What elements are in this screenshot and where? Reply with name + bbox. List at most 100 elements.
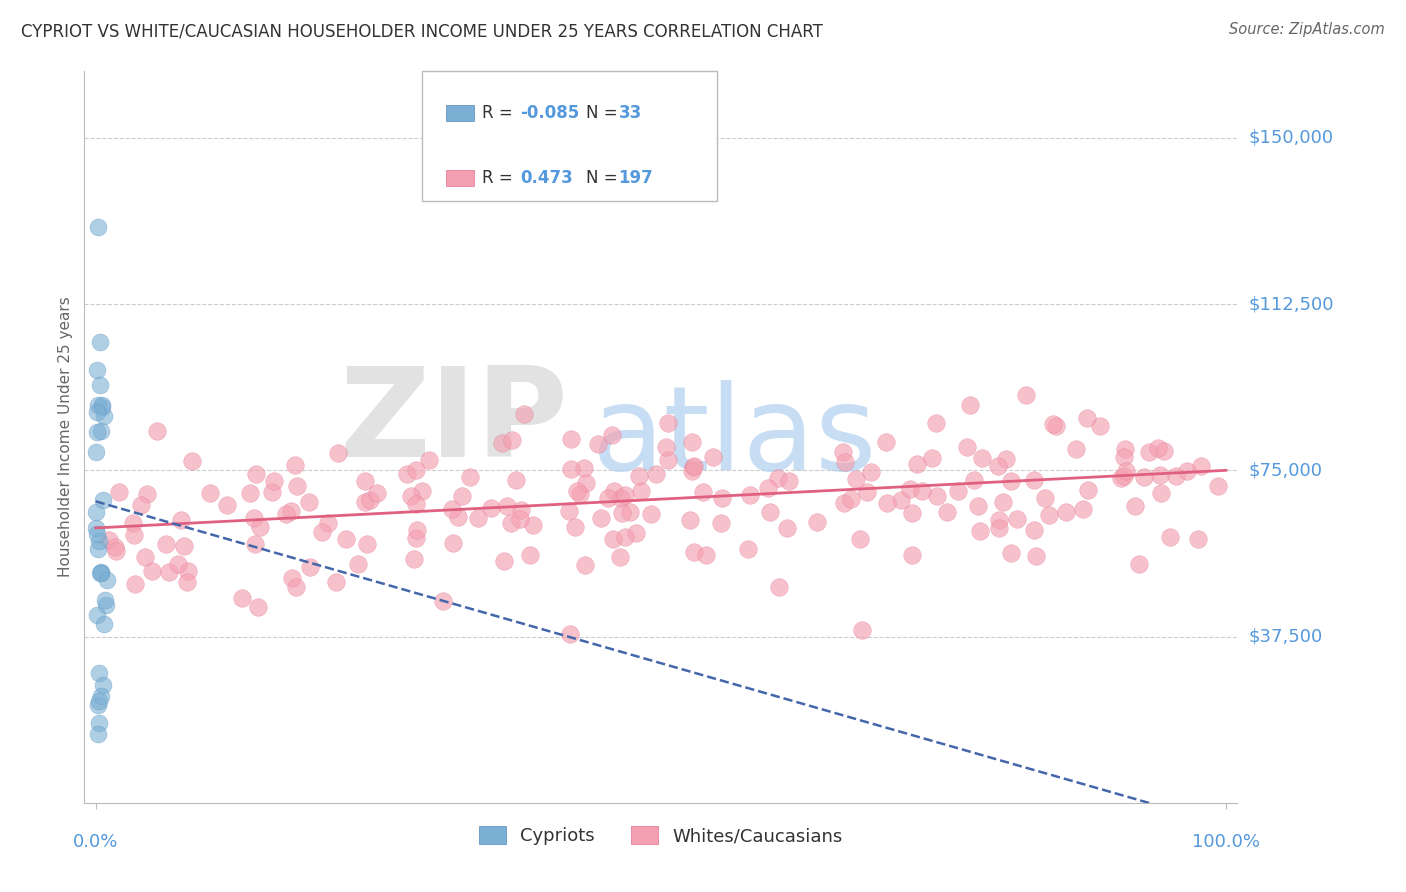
Legend: Cypriots, Whites/Caucasians: Cypriots, Whites/Caucasians [471,819,851,852]
Point [96,574,118,588]
Point [418,452,440,467]
Point [93,409,115,423]
Point [956,440,979,454]
Point [692,484,714,499]
Point [845,472,868,486]
Point [560,627,582,641]
Point [87,727,110,741]
Point [831,445,853,459]
Point [447,509,470,524]
Point [87,219,110,234]
Point [1128,558,1150,572]
Point [91,493,114,508]
Point [925,416,948,430]
Point [972,451,994,466]
Point [492,554,515,568]
Point [87,542,110,557]
Point [702,450,724,465]
Point [963,473,986,487]
Point [901,548,924,562]
Point [86,405,108,419]
Point [316,516,339,530]
Point [876,495,898,509]
Point [614,487,637,501]
Point [630,483,652,498]
Point [94,593,117,607]
Point [1064,442,1087,457]
Point [655,441,678,455]
Point [87,698,110,713]
Point [1187,532,1209,546]
Point [927,489,949,503]
Point [1073,502,1095,516]
Point [657,452,679,467]
Text: CYPRIOT VS WHITE/CAUCASIAN HOUSEHOLDER INCOME UNDER 25 YEARS CORRELATION CHART: CYPRIOT VS WHITE/CAUCASIAN HOUSEHOLDER I… [21,22,823,40]
Text: Source: ZipAtlas.com: Source: ZipAtlas.com [1229,22,1385,37]
Text: 0.0%: 0.0% [73,833,118,851]
Point [90,565,112,579]
Point [1206,479,1229,493]
Point [242,511,264,525]
Point [97,533,120,548]
Point [589,510,612,524]
Point [776,521,799,535]
Point [624,526,647,541]
Point [129,499,152,513]
Point [1123,499,1146,513]
Point [1153,444,1175,458]
Point [737,541,759,556]
Point [104,540,127,554]
Text: N =: N = [586,169,623,187]
Point [359,492,381,507]
Point [1088,419,1111,434]
Point [628,469,651,483]
Point [134,549,156,564]
Point [157,565,180,579]
Text: 197: 197 [619,169,654,187]
Point [987,513,1010,527]
Point [86,398,108,412]
Point [335,532,357,546]
Point [935,505,957,519]
Point [602,483,624,498]
Point [1166,469,1188,483]
Point [683,459,706,474]
Point [645,467,668,481]
Point [851,623,873,637]
Point [450,489,472,503]
Point [921,450,943,465]
Point [1033,491,1056,506]
Point [141,564,163,578]
Point [231,591,253,606]
Point [1114,469,1136,483]
Point [366,486,388,500]
Point [1159,530,1181,544]
Point [966,499,988,513]
Point [122,528,145,542]
Point [89,694,111,708]
Point [96,598,118,612]
Point [280,503,302,517]
Point [572,460,595,475]
Point [245,467,267,482]
Point [1077,483,1099,497]
Point [860,465,883,479]
Point [681,435,703,450]
Point [1133,469,1156,483]
Point [1189,459,1212,474]
Point [600,428,623,442]
Point [90,400,112,414]
Point [91,678,114,692]
Text: atlas: atlas [592,380,877,494]
Point [441,502,464,516]
Point [834,455,856,469]
Point [898,482,921,496]
Point [353,474,375,488]
Point [173,539,195,553]
Point [612,506,634,520]
Point [905,457,928,471]
Point [946,484,969,499]
Point [1000,474,1022,488]
Point [856,485,879,500]
Point [89,377,111,392]
